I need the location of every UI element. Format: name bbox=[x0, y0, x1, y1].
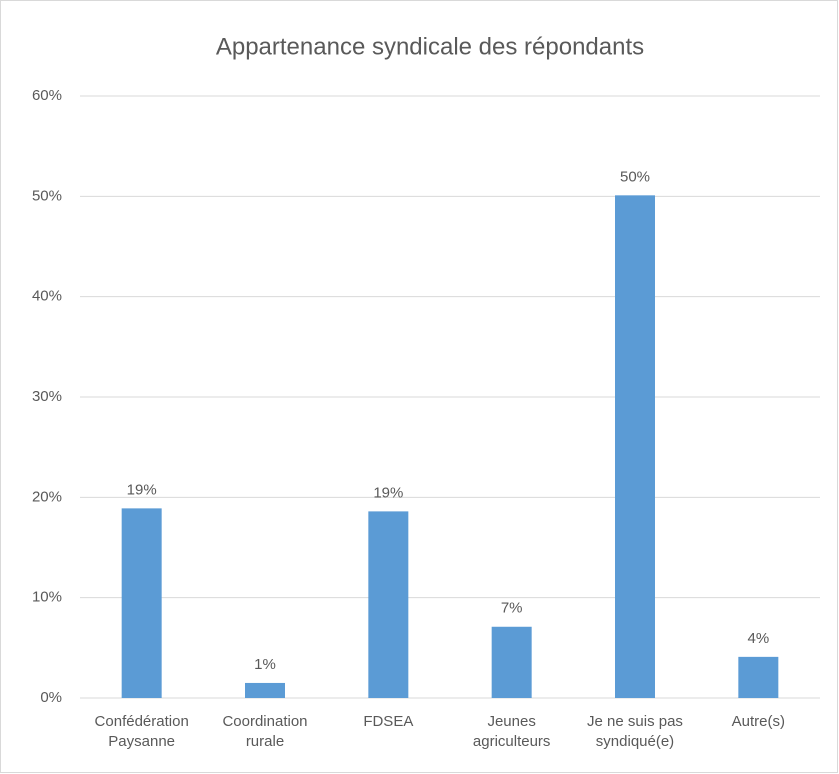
y-tick-label: 40% bbox=[32, 288, 62, 305]
data-label: 19% bbox=[127, 481, 157, 498]
bar bbox=[491, 626, 532, 698]
y-tick-label: 0% bbox=[40, 689, 62, 706]
x-tick-label: Je ne suis pas syndiqué(e) bbox=[587, 713, 683, 750]
data-label: 50% bbox=[620, 168, 650, 185]
chart-title: Appartenance syndicale des répondants bbox=[216, 33, 644, 60]
y-tick-label: 60% bbox=[32, 87, 62, 104]
data-label: 1% bbox=[254, 656, 276, 673]
y-tick-label: 50% bbox=[32, 187, 62, 204]
x-tick-label: Coordination rurale bbox=[222, 713, 308, 750]
bar bbox=[738, 656, 779, 698]
y-tick-label: 10% bbox=[32, 589, 62, 606]
x-tick-label: Confédération Paysanne bbox=[94, 713, 189, 750]
bar bbox=[615, 195, 655, 698]
bar bbox=[121, 508, 162, 698]
y-tick-label: 20% bbox=[32, 488, 62, 505]
data-label: 19% bbox=[373, 484, 403, 501]
x-tick-label: Autre(s) bbox=[731, 713, 785, 730]
x-tick-label: Jeunes agriculteurs bbox=[472, 713, 551, 750]
bar bbox=[368, 511, 409, 698]
bar bbox=[245, 682, 285, 698]
y-tick-label: 30% bbox=[32, 388, 62, 405]
data-label: 4% bbox=[747, 630, 769, 647]
x-tick-label: FDSEA bbox=[363, 713, 414, 730]
data-label: 7% bbox=[501, 600, 523, 617]
